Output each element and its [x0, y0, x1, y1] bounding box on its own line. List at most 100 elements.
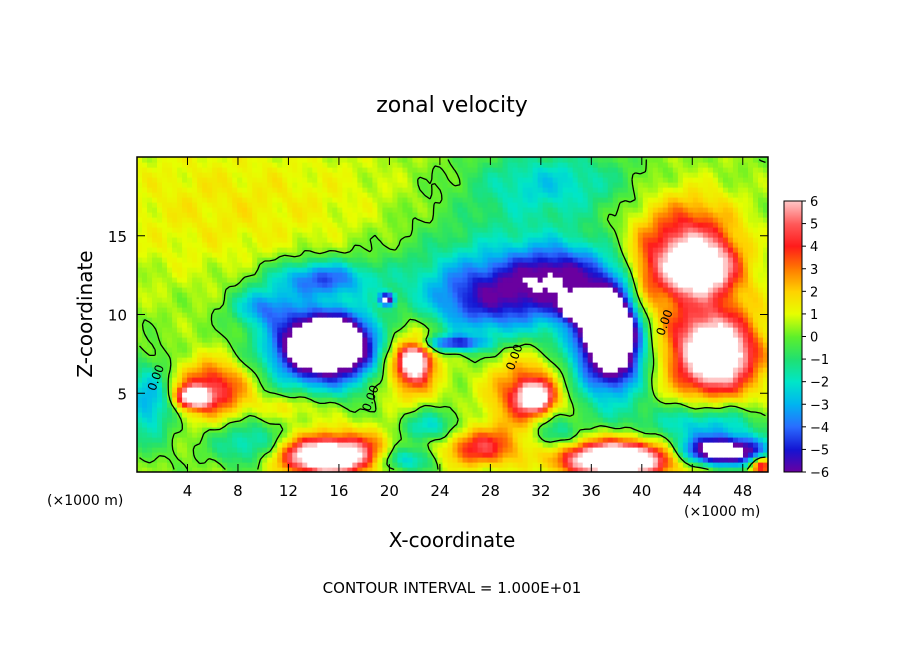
field-cell: [532, 467, 539, 472]
field-cell: [682, 367, 689, 373]
field-cell: [707, 367, 714, 373]
field-cell: [677, 282, 684, 288]
field-cell: [467, 312, 474, 318]
field-cell: [407, 337, 414, 343]
field-cell: [592, 347, 599, 353]
field-cell: [532, 347, 539, 353]
field-cell: [182, 342, 188, 348]
field-cell: [202, 412, 208, 418]
field-cell: [572, 317, 579, 323]
field-cell: [372, 397, 378, 403]
field-cell: [397, 322, 404, 328]
field-cell: [267, 347, 273, 353]
field-cell: [567, 362, 574, 368]
field-cell: [287, 337, 293, 343]
field-cell: [332, 407, 338, 413]
field-cell: [317, 337, 323, 343]
field-cell: [397, 297, 404, 303]
field-cell: [162, 357, 168, 363]
field-cell: [447, 342, 454, 348]
field-cell: [702, 412, 709, 418]
field-cell: [282, 317, 288, 323]
field-cell: [157, 437, 163, 443]
field-cell: [192, 367, 198, 373]
field-cell: [342, 397, 348, 403]
field-cell: [577, 462, 584, 468]
field-cell: [682, 292, 689, 298]
field-cell: [147, 367, 153, 373]
field-cell: [612, 347, 619, 353]
field-cell: [662, 307, 669, 313]
field-cell: [177, 322, 183, 328]
field-cell: [432, 292, 439, 298]
field-cell: [592, 377, 599, 383]
field-cell: [292, 432, 298, 438]
field-cell: [327, 407, 333, 413]
field-cell: [552, 437, 559, 443]
field-cell: [657, 297, 664, 303]
field-cell: [752, 407, 759, 413]
field-cell: [337, 342, 343, 348]
field-cell: [747, 422, 754, 428]
field-cell: [257, 347, 263, 353]
field-cell: [522, 417, 529, 423]
field-cell: [167, 387, 173, 393]
field-cell: [562, 342, 569, 348]
field-cell: [657, 287, 664, 293]
field-cell: [517, 437, 524, 443]
field-cell: [427, 347, 434, 353]
field-cell: [442, 402, 449, 408]
field-cell: [302, 362, 308, 368]
field-cell: [657, 417, 664, 423]
field-cell: [552, 282, 559, 288]
field-cell: [712, 367, 719, 373]
field-cell: [232, 302, 238, 308]
field-cell: [547, 437, 554, 443]
field-cell: [457, 462, 464, 468]
field-cell: [442, 332, 449, 338]
field-cell: [327, 432, 333, 438]
field-cell: [212, 402, 218, 408]
field-cell: [492, 287, 499, 293]
field-cell: [492, 312, 499, 318]
field-cell: [407, 357, 414, 363]
field-cell: [217, 367, 223, 373]
field-cell: [602, 437, 609, 443]
field-cell: [217, 272, 223, 278]
field-cell: [337, 392, 343, 398]
field-cell: [397, 422, 404, 428]
field-cell: [302, 467, 308, 472]
field-cell: [257, 282, 263, 288]
field-cell: [147, 442, 153, 448]
field-cell: [177, 282, 183, 288]
field-cell: [632, 307, 639, 313]
field-cell: [522, 397, 529, 403]
field-cell: [387, 302, 394, 308]
field-cell: [417, 317, 424, 323]
field-cell: [702, 372, 709, 378]
field-cell: [637, 342, 644, 348]
field-cell: [687, 302, 694, 308]
field-cell: [387, 307, 394, 313]
field-cell: [272, 407, 278, 413]
field-cell: [247, 407, 253, 413]
field-cell: [677, 362, 684, 368]
field-cell: [257, 462, 263, 468]
field-cell: [247, 457, 253, 463]
field-cell: [402, 372, 409, 378]
field-cell: [362, 362, 368, 368]
field-cell: [682, 337, 689, 343]
field-cell: [282, 277, 288, 283]
field-cell: [562, 317, 569, 323]
field-cell: [392, 387, 399, 393]
field-cell: [267, 362, 273, 368]
field-cell: [732, 352, 739, 358]
field-cell: [577, 297, 584, 303]
field-cell: [252, 402, 258, 408]
field-cell: [342, 277, 348, 283]
field-cell: [667, 287, 674, 293]
field-cell: [547, 457, 554, 463]
field-cell: [547, 452, 554, 458]
field-cell: [572, 372, 579, 378]
field-cell: [397, 427, 404, 433]
